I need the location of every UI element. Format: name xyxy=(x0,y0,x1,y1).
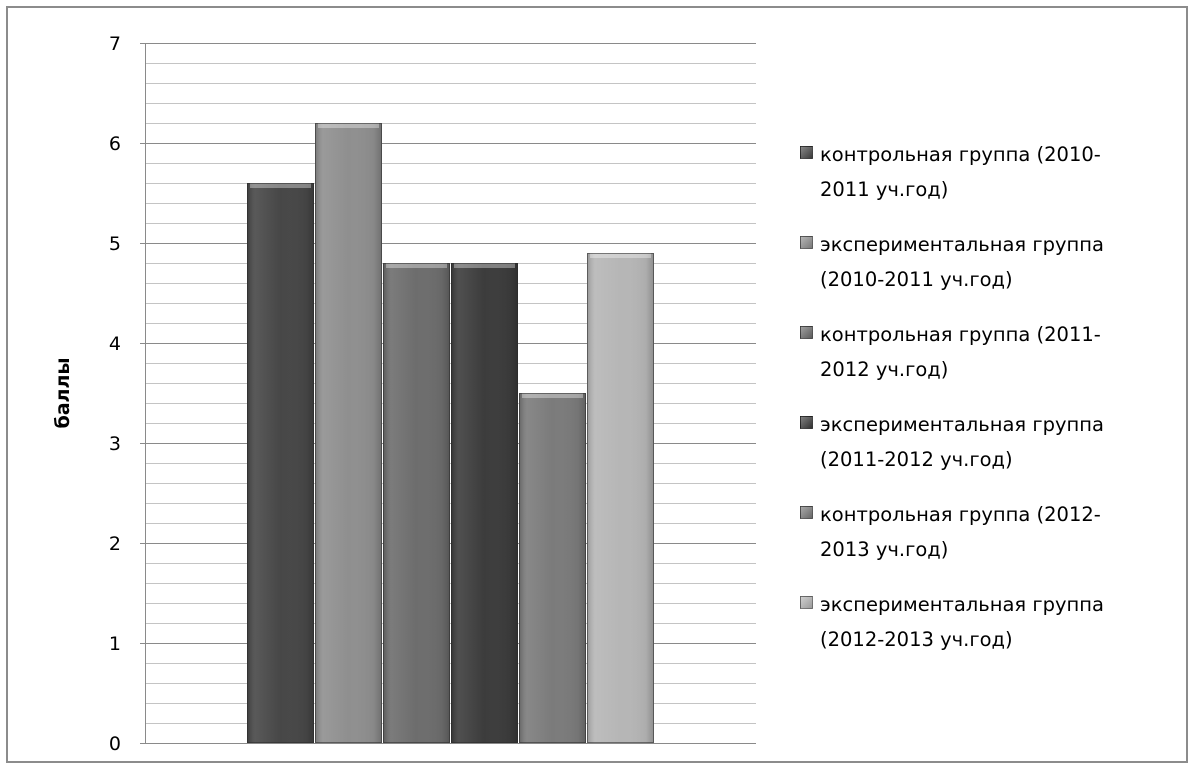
bar-shade xyxy=(519,393,586,743)
bar-bevel xyxy=(386,263,447,268)
gridlines xyxy=(145,43,756,724)
y-tick-label: 1 xyxy=(109,633,121,655)
y-tick-label: 5 xyxy=(109,233,121,255)
bar-bevel xyxy=(454,263,515,268)
bar xyxy=(383,263,450,743)
legend-label: экспериментальная группа (2012-2013 уч.го… xyxy=(820,593,1104,651)
bar xyxy=(587,253,654,743)
legend-item: экспериментальная группа (2010-2011 уч.го… xyxy=(800,227,1186,317)
legend-item: экспериментальная группа (2011-2012 уч.го… xyxy=(800,407,1186,497)
bar-shade xyxy=(315,123,382,743)
legend-item: контрольная группа (2010- 2011 уч.год) xyxy=(800,137,1186,227)
legend-swatch xyxy=(800,236,813,249)
legend-label: контрольная группа (2011- 2012 уч.год) xyxy=(820,323,1101,381)
legend-swatch xyxy=(800,326,813,339)
bar xyxy=(247,183,314,743)
legend-swatch xyxy=(800,416,813,429)
legend-swatch xyxy=(800,596,813,609)
legend-swatch xyxy=(800,506,813,519)
y-tick-label: 6 xyxy=(109,133,121,155)
bar-shade xyxy=(587,253,654,743)
bar-outline xyxy=(587,253,654,743)
legend-label: контрольная группа (2010- 2011 уч.год) xyxy=(820,143,1101,201)
legend-item: контрольная группа (2012- 2013 уч.год) xyxy=(800,497,1186,587)
bar-outline xyxy=(247,183,314,743)
y-tick-label: 4 xyxy=(109,333,121,355)
bar xyxy=(451,263,518,743)
bars xyxy=(247,123,654,743)
bar-outline xyxy=(383,263,450,743)
bar-bevel xyxy=(250,183,311,188)
legend-swatch xyxy=(800,146,813,159)
bar-bevel xyxy=(522,393,583,398)
y-axis-label: баллы xyxy=(52,357,74,428)
y-axis: 0 1 2 3 4 5 6 7 xyxy=(109,33,756,755)
y-tick-label: 7 xyxy=(109,33,121,55)
legend: контрольная группа (2010- 2011 уч.год) эк… xyxy=(800,137,1186,677)
bar-shade xyxy=(451,263,518,743)
bar-bevel xyxy=(318,123,379,128)
legend-label: экспериментальная группа (2011-2012 уч.го… xyxy=(820,413,1104,471)
bar-outline xyxy=(451,263,518,743)
legend-item: экспериментальная группа (2012-2013 уч.го… xyxy=(800,587,1186,677)
y-tick-label: 2 xyxy=(109,533,121,555)
bar-shade xyxy=(383,263,450,743)
bar xyxy=(315,123,382,743)
bar-outline xyxy=(519,393,586,743)
y-tick-label: 3 xyxy=(109,433,121,455)
y-tick-label: 0 xyxy=(109,733,121,755)
bar-shade xyxy=(247,183,314,743)
legend-label: экспериментальная группа (2010-2011 уч.го… xyxy=(820,233,1104,291)
bar-outline xyxy=(315,123,382,743)
bar xyxy=(519,393,586,743)
bar-bevel xyxy=(590,253,651,258)
legend-item: контрольная группа (2011- 2012 уч.год) xyxy=(800,317,1186,407)
legend-label: контрольная группа (2012- 2013 уч.год) xyxy=(820,503,1101,561)
